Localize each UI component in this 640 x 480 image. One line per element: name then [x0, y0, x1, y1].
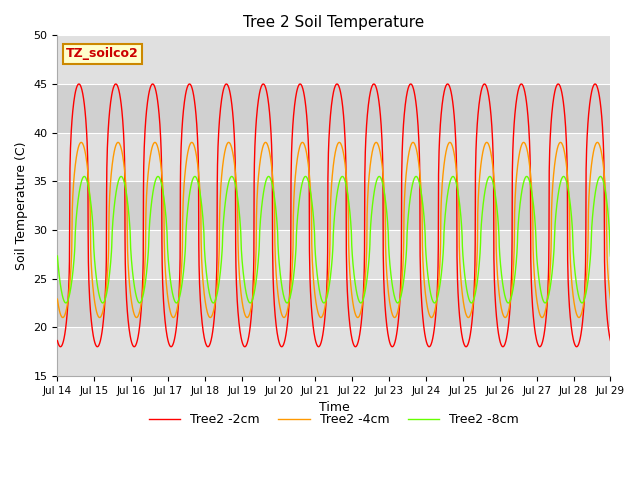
Bar: [58, 36, 611, 84]
Tree2 -4cm: [59, 315, 67, 321]
Bar: [58, 132, 611, 181]
Tree2 -4cm: [495, 287, 502, 293]
Tree2 -2cm: [56, 344, 64, 349]
X-axis label: Time: Time: [319, 401, 349, 414]
Tree2 -2cm: [573, 344, 581, 349]
Text: TZ_soilco2: TZ_soilco2: [66, 48, 138, 60]
Line: Tree2 -8cm: Tree2 -8cm: [58, 177, 611, 303]
Tree2 -4cm: [208, 313, 216, 319]
Tree2 -4cm: [573, 312, 581, 318]
Tree2 -2cm: [607, 338, 614, 344]
Tree2 -2cm: [591, 81, 599, 87]
Tree2 -2cm: [350, 343, 358, 348]
Bar: [58, 278, 611, 327]
Tree2 -2cm: [362, 131, 370, 137]
Tree2 -2cm: [54, 338, 61, 344]
Tree2 -2cm: [495, 332, 502, 338]
Tree2 -8cm: [362, 283, 370, 289]
Tree2 -8cm: [350, 271, 358, 277]
Tree2 -8cm: [573, 286, 581, 291]
Title: Tree 2 Soil Temperature: Tree 2 Soil Temperature: [243, 15, 424, 30]
Tree2 -8cm: [558, 176, 566, 181]
Bar: [58, 230, 611, 278]
Tree2 -8cm: [495, 228, 502, 234]
Legend: Tree2 -2cm, Tree2 -4cm, Tree2 -8cm: Tree2 -2cm, Tree2 -4cm, Tree2 -8cm: [144, 408, 524, 431]
Tree2 -8cm: [62, 300, 70, 306]
Bar: [58, 327, 611, 376]
Tree2 -4cm: [362, 263, 370, 268]
Y-axis label: Soil Temperature (C): Soil Temperature (C): [15, 142, 28, 270]
Tree2 -8cm: [54, 253, 61, 259]
Tree2 -4cm: [558, 141, 566, 146]
Tree2 -4cm: [593, 140, 601, 145]
Tree2 -4cm: [350, 306, 358, 312]
Line: Tree2 -2cm: Tree2 -2cm: [58, 84, 611, 347]
Tree2 -4cm: [54, 296, 61, 302]
Tree2 -4cm: [607, 296, 614, 302]
Bar: [58, 181, 611, 230]
Tree2 -8cm: [208, 299, 216, 304]
Tree2 -2cm: [208, 334, 216, 339]
Bar: [58, 84, 611, 132]
Tree2 -2cm: [558, 89, 566, 95]
Tree2 -8cm: [607, 253, 614, 259]
Tree2 -8cm: [596, 174, 604, 180]
Line: Tree2 -4cm: Tree2 -4cm: [58, 143, 611, 318]
